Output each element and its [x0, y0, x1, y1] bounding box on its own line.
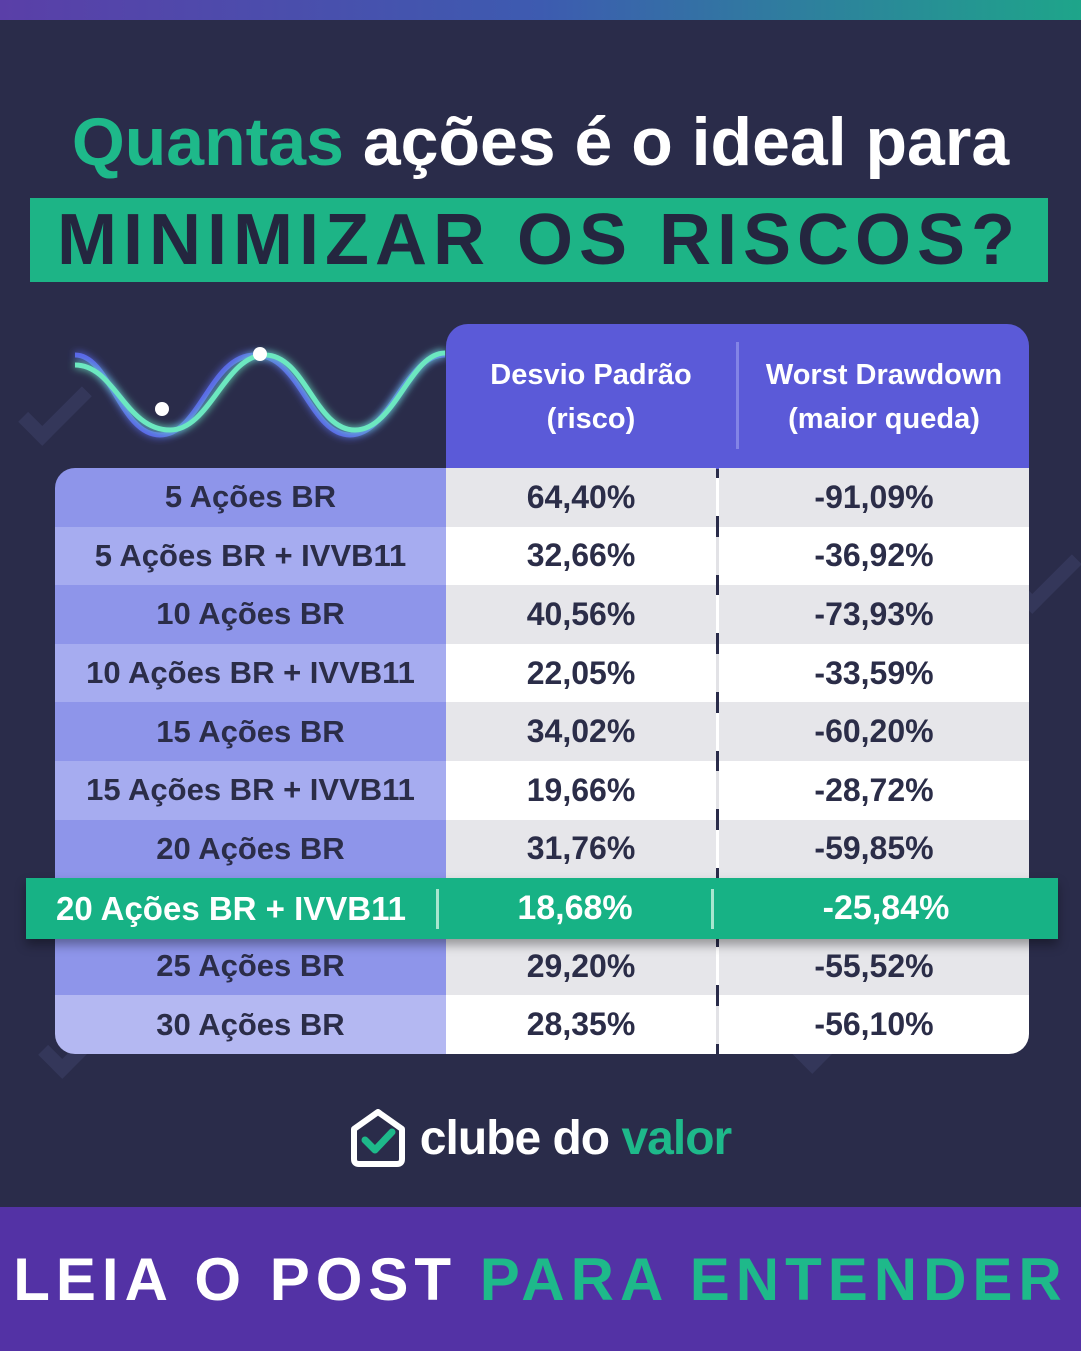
table-row: 15 Ações BR + IVVB11 19,66% -28,72%	[55, 760, 1029, 820]
row-divider	[716, 654, 719, 693]
row-std-dev: 31,76%	[446, 819, 716, 879]
footer-part-1: LEIA O POST	[13, 1245, 480, 1313]
row-drawdown: -55,52%	[719, 936, 1029, 996]
row-drawdown: -91,09%	[719, 468, 1029, 527]
row-label: 10 Ações BR	[55, 585, 446, 644]
row-drawdown: -33,59%	[719, 643, 1029, 703]
row-std-dev: 19,66%	[446, 760, 716, 820]
row-divider	[716, 536, 719, 575]
row-label: 30 Ações BR	[55, 995, 446, 1054]
title-line-1: Quantas ações é o ideal para	[0, 103, 1081, 181]
row-label: 25 Ações BR	[55, 936, 446, 996]
footer-part-2: PARA ENTENDER	[479, 1245, 1068, 1313]
row-divider	[716, 712, 719, 751]
row-label: 5 Ações BR	[55, 468, 446, 527]
row-divider	[716, 595, 719, 634]
data-table: 5 Ações BR 64,40% -91,09% 5 Ações BR + I…	[55, 468, 1029, 1054]
brand-wordmark: clube do valor	[419, 1111, 732, 1166]
highlight-divider	[711, 888, 714, 929]
table-row: 15 Ações BR 34,02% -60,20%	[55, 702, 1029, 761]
table-row: 10 Ações BR + IVVB11 22,05% -33,59%	[55, 643, 1029, 703]
row-std-dev: 28,35%	[446, 995, 716, 1054]
highlight-label: 20 Ações BR + IVVB11	[55, 889, 407, 927]
row-drawdown: -28,72%	[719, 760, 1029, 820]
row-std-dev: 40,56%	[446, 585, 716, 644]
row-label: 5 Ações BR + IVVB11	[55, 526, 446, 586]
row-label: 15 Ações BR + IVVB11	[55, 760, 446, 820]
header-std-dev-sub: (risco)	[546, 402, 636, 435]
row-label: 20 Ações BR	[55, 819, 446, 879]
row-std-dev: 32,66%	[446, 526, 716, 586]
table-row: 5 Ações BR 64,40% -91,09%	[55, 468, 1029, 527]
wave-decoration-icon	[74, 347, 446, 438]
brand-logo: clube do valor	[0, 1108, 1081, 1168]
table-header: Desvio Padrão (risco) Worst Drawdown (ma…	[446, 324, 1029, 469]
highlight-drawdown: -25,84%	[822, 889, 950, 927]
row-divider	[716, 829, 719, 868]
row-drawdown: -56,10%	[719, 995, 1029, 1054]
row-drawdown: -36,92%	[719, 526, 1029, 586]
table-row: 25 Ações BR 29,20% -55,52%	[55, 936, 1029, 996]
title-accent-word: Quantas	[71, 104, 344, 180]
header-drawdown: Worst Drawdown (maior queda)	[739, 324, 1029, 469]
row-drawdown: -59,85%	[719, 819, 1029, 879]
header-std-dev: Desvio Padrão (risco)	[446, 324, 736, 469]
highlight-divider	[436, 888, 439, 929]
row-label: 10 Ações BR + IVVB11	[55, 643, 446, 703]
brand-part-2: valor	[621, 1111, 732, 1165]
table-row: 10 Ações BR 40,56% -73,93%	[55, 585, 1029, 644]
highlight-std-dev: 18,68%	[517, 889, 633, 927]
header-drawdown-sub: (maior queda)	[788, 402, 980, 435]
table-row: 20 Ações BR 31,76% -59,85%	[55, 819, 1029, 879]
row-std-dev: 22,05%	[446, 643, 716, 703]
table-row: 30 Ações BR 28,35% -56,10%	[55, 995, 1029, 1054]
header-std-dev-title: Desvio Padrão	[490, 358, 692, 391]
title-banner: MINIMIZAR OS RISCOS?	[30, 198, 1048, 282]
row-std-dev: 29,20%	[446, 936, 716, 996]
brand-part-1: clube do	[419, 1111, 622, 1165]
row-label: 15 Ações BR	[55, 702, 446, 761]
highlighted-row: 20 Ações BR + IVVB11 18,68% -25,84%	[26, 878, 1058, 939]
table-row: 5 Ações BR + IVVB11 32,66% -36,92%	[55, 526, 1029, 586]
row-drawdown: -60,20%	[719, 702, 1029, 761]
header-divider	[736, 342, 739, 449]
header-drawdown-title: Worst Drawdown	[765, 358, 1003, 391]
row-divider	[716, 478, 719, 517]
row-std-dev: 64,40%	[446, 468, 716, 527]
row-drawdown: -73,93%	[719, 585, 1029, 644]
house-check-icon	[350, 1109, 405, 1167]
row-divider	[716, 1005, 719, 1044]
top-gradient-strip	[0, 0, 1081, 20]
row-divider	[716, 947, 719, 986]
title-banner-text: MINIMIZAR OS RISCOS?	[57, 200, 1021, 280]
row-divider	[716, 771, 719, 810]
row-std-dev: 34,02%	[446, 702, 716, 761]
footer-banner: LEIA O POST PARA ENTENDER	[0, 1207, 1081, 1351]
title-rest: ações é o ideal para	[343, 104, 1010, 180]
